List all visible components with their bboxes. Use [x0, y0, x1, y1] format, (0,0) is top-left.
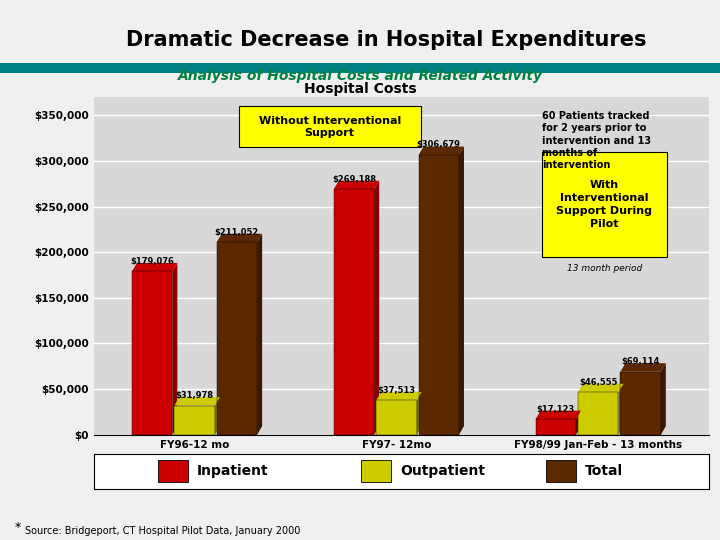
Text: $179,076: $179,076 [130, 257, 174, 266]
Polygon shape [334, 181, 379, 189]
Text: $269,188: $269,188 [332, 174, 376, 184]
Polygon shape [376, 401, 417, 435]
Polygon shape [536, 419, 576, 435]
Polygon shape [215, 397, 220, 435]
Polygon shape [172, 263, 177, 435]
Polygon shape [376, 392, 422, 401]
Polygon shape [132, 263, 177, 272]
Polygon shape [374, 181, 379, 435]
Polygon shape [621, 372, 661, 435]
Text: $46,555: $46,555 [579, 378, 618, 387]
Polygon shape [618, 384, 624, 435]
FancyBboxPatch shape [546, 460, 575, 482]
Polygon shape [334, 189, 374, 435]
Text: Source: Bridgeport, CT Hospital Pilot Data, January 2000: Source: Bridgeport, CT Hospital Pilot Da… [25, 525, 300, 536]
Polygon shape [217, 242, 257, 435]
Text: Hospital Costs: Hospital Costs [304, 82, 416, 96]
Polygon shape [576, 410, 581, 435]
Text: $69,114: $69,114 [621, 357, 660, 366]
Text: 60 Patients tracked
for 2 years prior to
intervention and 13
months of
intervent: 60 Patients tracked for 2 years prior to… [541, 111, 651, 171]
FancyBboxPatch shape [158, 460, 188, 482]
Polygon shape [578, 384, 624, 392]
Text: $211,052: $211,052 [215, 228, 259, 237]
Polygon shape [132, 272, 172, 435]
FancyBboxPatch shape [361, 460, 391, 482]
Text: $306,679: $306,679 [417, 140, 461, 150]
Polygon shape [578, 392, 618, 435]
Text: Dramatic Decrease in Hospital Expenditures: Dramatic Decrease in Hospital Expenditur… [126, 30, 647, 51]
Polygon shape [417, 392, 422, 435]
Polygon shape [661, 363, 666, 435]
Bar [94, 435, 720, 448]
FancyBboxPatch shape [239, 106, 420, 147]
Polygon shape [536, 410, 581, 419]
Text: Without Interventional
Support: Without Interventional Support [258, 116, 401, 138]
Text: 13 month period: 13 month period [567, 264, 642, 273]
Polygon shape [174, 397, 220, 406]
Text: Inpatient: Inpatient [197, 464, 269, 478]
Text: Analysis of Hospital Costs and Related Activity: Analysis of Hospital Costs and Related A… [178, 69, 542, 83]
Polygon shape [621, 363, 666, 372]
Polygon shape [418, 146, 464, 155]
Polygon shape [174, 406, 215, 435]
Polygon shape [459, 146, 464, 435]
Text: $37,513: $37,513 [377, 386, 415, 395]
Text: Total: Total [585, 464, 623, 478]
Text: With
Interventional
Support During
Pilot: With Interventional Support During Pilot [557, 180, 652, 229]
Text: Outpatient: Outpatient [400, 464, 485, 478]
FancyBboxPatch shape [541, 152, 667, 257]
Polygon shape [418, 155, 459, 435]
Text: *: * [14, 521, 21, 534]
Text: $17,123: $17,123 [536, 404, 575, 414]
Polygon shape [217, 234, 262, 242]
Polygon shape [257, 234, 262, 435]
Text: $31,978: $31,978 [176, 391, 214, 400]
